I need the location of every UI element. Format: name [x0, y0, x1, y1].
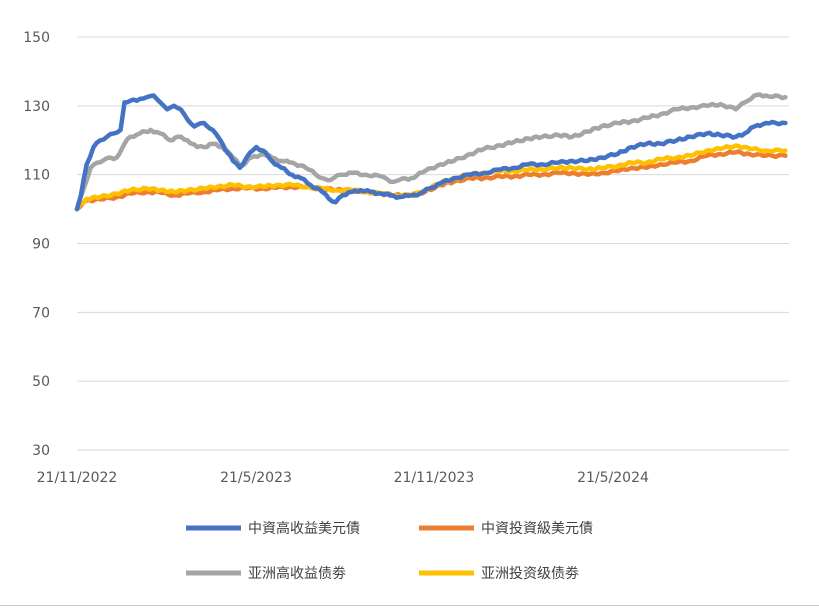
- y-tick-label: 130: [23, 99, 50, 115]
- series-line-0: [74, 93, 788, 212]
- legend-label-1: 中資投資級美元債: [481, 521, 593, 537]
- x-tick-label: 21/5/2024: [577, 470, 649, 486]
- y-tick-label: 90: [32, 237, 50, 253]
- y-tick-label: 70: [32, 305, 50, 321]
- x-axis-tick-labels: 21/11/2022 21/5/2023 21/11/2023 21/5/2024: [37, 470, 649, 486]
- series-line-2: [74, 92, 788, 212]
- bottom-border: [0, 605, 819, 606]
- y-tick-label: 30: [32, 443, 50, 459]
- x-tick-label: 21/5/2023: [220, 470, 292, 486]
- series-line-1: [74, 149, 788, 212]
- x-tick-label: 21/11/2022: [37, 470, 118, 486]
- legend-label-3: 亚洲投资级债劵: [481, 566, 579, 582]
- x-tick-label: 21/11/2023: [394, 470, 475, 486]
- y-axis-tick-labels: 150 130 110 90 70 50 30: [23, 30, 50, 459]
- y-tick-label: 150: [23, 30, 50, 46]
- series-line-3: [74, 143, 788, 212]
- series-lines: [74, 92, 788, 212]
- legend-label-0: 中資高收益美元債: [248, 520, 360, 537]
- gridlines: [77, 36, 789, 451]
- y-tick-label: 50: [32, 374, 50, 390]
- y-tick-label: 110: [23, 168, 50, 184]
- legend-label-2: 亚洲高收益债劵: [248, 565, 346, 582]
